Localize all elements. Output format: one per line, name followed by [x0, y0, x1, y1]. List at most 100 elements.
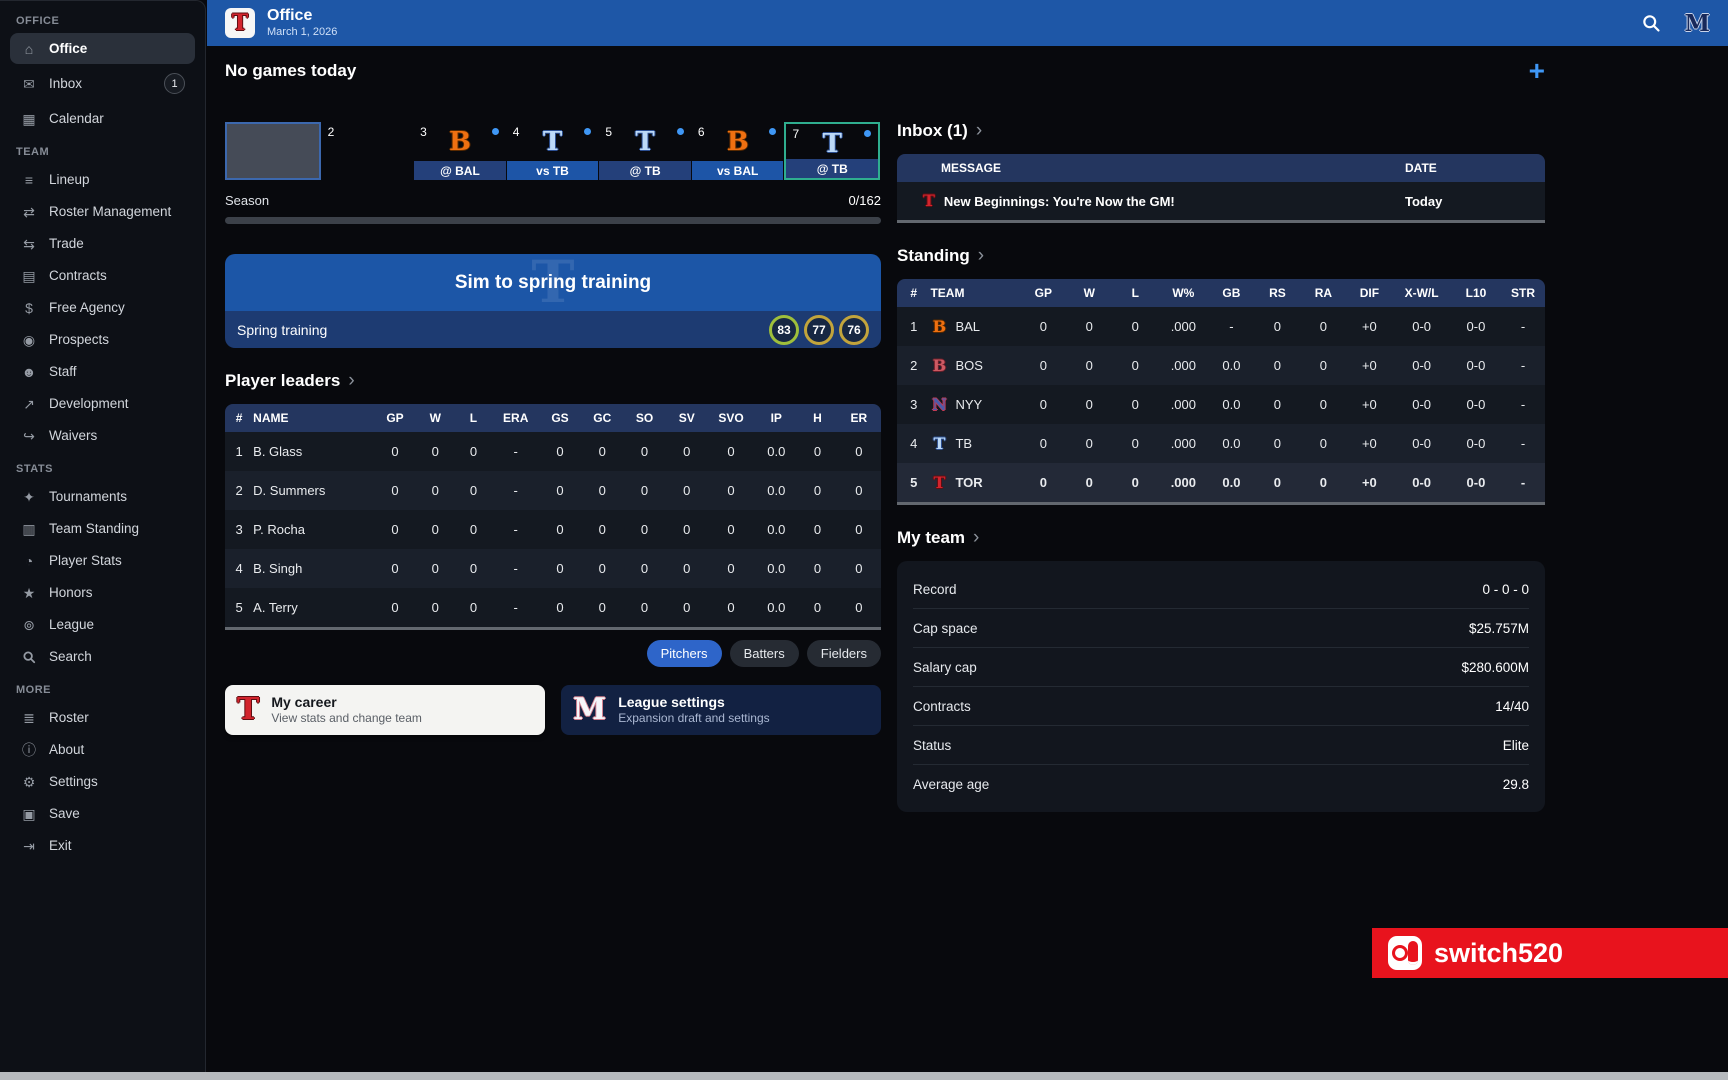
team-logo-chip[interactable]: T [225, 8, 255, 38]
sidebar-item-settings[interactable]: ⚙ Settings [10, 766, 195, 797]
my-team-label: Cap space [913, 620, 978, 636]
filter-pill-batters[interactable]: Batters [729, 640, 799, 667]
standing-row-tb[interactable]: 4 T TB 0 0 0.000 0.0 0 0 +0 0-0 0-0- [897, 424, 1545, 463]
card-subtitle: View stats and change team [271, 711, 422, 726]
sidebar-item-office[interactable]: ⌂ Office [10, 33, 195, 64]
standing-row-tor[interactable]: 5 T TOR 0 0 0.000 0.0 0 0 +0 0-0 0-0- [897, 463, 1545, 504]
schedule-day-cell[interactable]: 7 T @ TB [784, 122, 881, 180]
my-team-value: $25.757M [1468, 620, 1529, 636]
leaders-cell: 0 [855, 444, 863, 459]
filter-pill-pitchers[interactable]: Pitchers [646, 640, 722, 667]
standing-cell-w: 0 [1066, 463, 1113, 504]
sidebar-item-staff[interactable]: ☻ Staff [10, 356, 195, 387]
staff-icon: ☻ [21, 363, 37, 380]
game-dot-icon [676, 128, 684, 135]
standing-cell-dif: +0 [1361, 358, 1377, 373]
standing-cell-rs: 0 [1254, 463, 1301, 504]
sidebar-item-development[interactable]: ↗ Development [10, 388, 195, 419]
sidebar-item-league[interactable]: ⊚ League [10, 609, 195, 640]
sim-button[interactable]: T Sim to spring training [225, 254, 881, 311]
leaders-cell: 0 [391, 444, 399, 459]
my-team-heading[interactable]: My team [897, 527, 1545, 549]
leaders-cell: 0 [469, 444, 478, 459]
sidebar-item-calendar[interactable]: ▦ Calendar [10, 103, 195, 134]
player-leaders-title: Player leaders [225, 371, 341, 390]
schedule-day-cell[interactable]: 5 T @ TB [599, 122, 691, 180]
spring-training-row[interactable]: Spring training 83 77 76 [225, 311, 881, 348]
day-number: 7 [792, 127, 800, 141]
standing-column-header: W [1066, 279, 1113, 307]
sidebar-item-roster[interactable]: ≣ Roster [10, 702, 195, 733]
standing-row-nyy[interactable]: 3 N NYY 0 0 0.000 0.0 0 0 +0 0-0 0-0- [897, 385, 1545, 424]
development-icon: ↗ [23, 395, 35, 412]
sidebar-item-label: Team Standing [49, 521, 140, 536]
inbox-row[interactable]: T New Beginnings: You're Now the GM! Today [897, 182, 1545, 222]
player-leaders-heading[interactable]: Player leaders [225, 370, 881, 392]
standing-column-header: X-W/L [1392, 279, 1451, 307]
leaders-row[interactable]: 4 B. Singh 0 0 0 - 0 0 0 0 0 0.0 0 0 [225, 549, 881, 588]
opponent-banner: @ BAL [414, 161, 506, 180]
sidebar-section-label-stats: STATS [16, 463, 53, 475]
leaders-cell: 0 [640, 600, 649, 615]
my-team-row-salary-cap: Salary cap $280.600M [913, 648, 1529, 687]
leaders-row[interactable]: 3 P. Rocha 0 0 0 - 0 0 0 0 0 0.0 0 0 [225, 510, 881, 549]
standing-row-bos[interactable]: 2 B BOS 0 0 0.000 0.0 0 0 +0 0-0 0-0- [897, 346, 1545, 385]
leaders-cell: 0 [813, 561, 822, 576]
sidebar-item-contracts[interactable]: ▤ Contracts [10, 260, 195, 291]
leaders-column-header: H [798, 404, 837, 432]
plus-icon[interactable] [1529, 57, 1545, 85]
leaders-row[interactable]: 1 B. Glass 0 0 0 - 0 0 0 0 0 0.0 0 0 [225, 432, 881, 471]
standing-cell-xwl: 0-0 [1412, 319, 1432, 334]
sidebar-item-tournaments[interactable]: ✦ Tournaments [10, 481, 195, 512]
sidebar-item-search[interactable]: Search [10, 641, 195, 672]
standing-row-bal[interactable]: 1 B BAL 0 0 0 .000 - 0 0 +0 0-0 0-0 - [897, 307, 1545, 346]
schedule-day-cell[interactable]: 3 B @ BAL [414, 122, 506, 180]
sidebar-item-exit[interactable]: ⇥ Exit [10, 830, 195, 861]
league-logo-icon[interactable]: M [1684, 9, 1710, 37]
sidebar-item-free-agency[interactable]: $ Free Agency [10, 292, 195, 323]
sidebar-item-save[interactable]: ▣ Save [10, 798, 195, 829]
sidebar-item-inbox[interactable]: ✉ Inbox 1 [10, 65, 195, 102]
sidebar-item-roster-management[interactable]: ⇄ Roster Management [10, 196, 195, 227]
sidebar-item-prospects[interactable]: ◉ Prospects [10, 324, 195, 355]
opponent-banner: @ TB [599, 161, 691, 180]
standing-heading[interactable]: Standing [897, 245, 1545, 267]
my-team-row-record: Record 0 - 0 - 0 [913, 570, 1529, 609]
sidebar-item-player-stats[interactable]: ◔ Player Stats [10, 545, 195, 576]
inbox-heading[interactable]: Inbox (1) [897, 120, 1545, 142]
day-number: 5 [605, 125, 612, 139]
leaders-cell: 0 [469, 561, 478, 576]
game-dot-icon [584, 128, 592, 135]
team-logo-nyy: N [932, 394, 947, 414]
search-icon[interactable] [1641, 13, 1661, 33]
standing-cell-wpct: .000 [1170, 358, 1196, 373]
leaders-cell: 0 [431, 483, 439, 498]
sidebar-item-waivers[interactable]: ↪ Waivers [10, 420, 195, 451]
sidebar-item-label: About [49, 742, 85, 758]
sidebar-item-team-standing[interactable]: ▥ Team Standing [10, 513, 195, 544]
sidebar-item-lineup[interactable]: ≡ Lineup [10, 164, 195, 195]
standing-cell-gb: 0.0 [1222, 436, 1241, 451]
card-league-settings[interactable]: M League settings Expansion draft and sett… [561, 685, 881, 735]
leaders-cell: 3 [235, 522, 243, 537]
standing-cell-l10: 0-0 [1450, 463, 1502, 504]
standing-column-header: L [1112, 279, 1159, 307]
schedule-day-cell[interactable]: 2 [322, 122, 414, 180]
team-standing-icon: ▥ [22, 520, 36, 537]
sidebar-item-honors[interactable]: ★ Honors [10, 577, 195, 608]
card-my-career[interactable]: T My career View stats and change team [225, 685, 545, 735]
team-logo-bal: B [726, 127, 749, 157]
filter-pill-fielders[interactable]: Fielders [806, 640, 881, 667]
leaders-row[interactable]: 5 A. Terry 0 0 0 - 0 0 0 0 0 0.0 0 0 [225, 588, 881, 629]
my-team-label: Contracts [913, 698, 971, 714]
standing-cell-gb: - [1229, 319, 1234, 334]
sidebar-item-about[interactable]: ⓘ About [10, 734, 195, 765]
standing-cell-str: - [1501, 463, 1545, 504]
game-dot-icon [491, 128, 499, 135]
sidebar-item-trade[interactable]: ⇆ Trade [10, 228, 195, 259]
schedule-day-cell[interactable] [225, 122, 321, 180]
leaders-row[interactable]: 2 D. Summers 0 0 0 - 0 0 0 0 0 0.0 0 0 [225, 471, 881, 510]
